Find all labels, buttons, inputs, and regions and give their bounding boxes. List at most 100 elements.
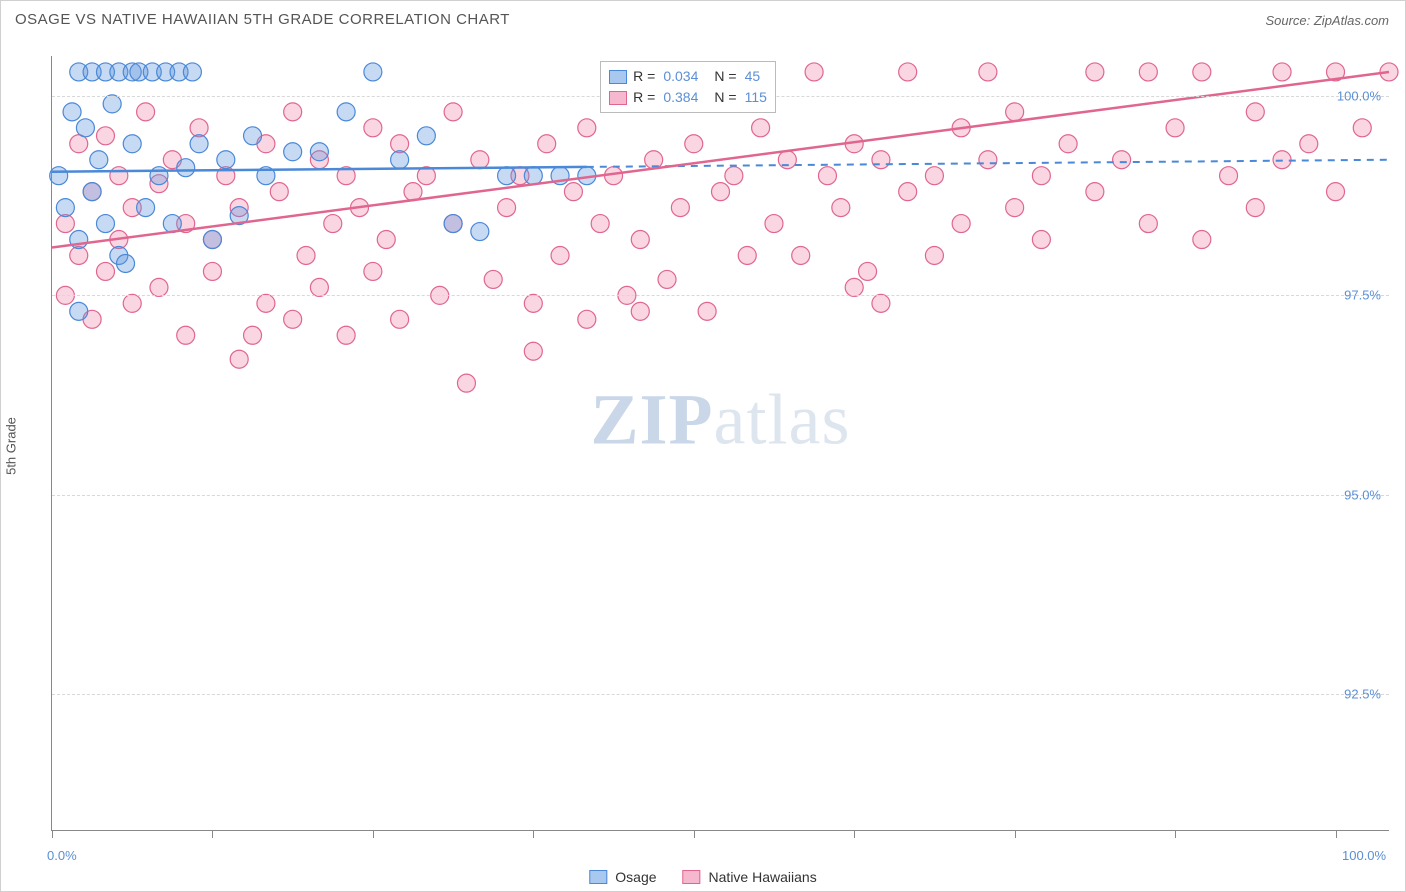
data-point <box>1246 199 1264 217</box>
data-point <box>925 246 943 264</box>
data-point <box>63 103 81 121</box>
y-tick-label: 95.0% <box>1344 487 1381 502</box>
data-point <box>110 167 128 185</box>
data-point <box>150 167 168 185</box>
swatch-icon <box>609 70 627 84</box>
data-point <box>578 119 596 137</box>
data-point <box>1006 103 1024 121</box>
swatch-osage <box>589 870 607 884</box>
gridline-h <box>52 295 1389 296</box>
data-point <box>90 151 108 169</box>
data-point <box>725 167 743 185</box>
x-tick <box>1175 830 1176 838</box>
stat-r-label: R = <box>633 87 655 108</box>
data-point <box>1139 63 1157 81</box>
data-point <box>50 167 68 185</box>
data-point <box>671 199 689 217</box>
data-point <box>685 135 703 153</box>
data-point <box>83 183 101 201</box>
data-point <box>899 63 917 81</box>
y-axis-label: 5th Grade <box>4 417 19 475</box>
data-point <box>1166 119 1184 137</box>
data-point <box>631 302 649 320</box>
data-point <box>1220 167 1238 185</box>
data-point <box>752 119 770 137</box>
data-point <box>137 199 155 217</box>
data-point <box>818 167 836 185</box>
data-point <box>471 223 489 241</box>
data-point <box>805 63 823 81</box>
data-point <box>498 167 516 185</box>
data-point <box>471 151 489 169</box>
stat-r-value: 0.034 <box>663 66 698 87</box>
data-point <box>244 127 262 145</box>
data-point <box>1139 215 1157 233</box>
data-point <box>70 246 88 264</box>
data-point <box>1113 151 1131 169</box>
x-tick <box>373 830 374 838</box>
data-point <box>1059 135 1077 153</box>
data-point <box>899 183 917 201</box>
data-point <box>391 135 409 153</box>
data-point <box>56 215 74 233</box>
data-point <box>738 246 756 264</box>
data-point <box>1300 135 1318 153</box>
data-point <box>952 215 970 233</box>
y-tick-label: 97.5% <box>1344 288 1381 303</box>
swatch-icon <box>609 91 627 105</box>
x-tick <box>1015 830 1016 838</box>
chart-title: OSAGE VS NATIVE HAWAIIAN 5TH GRADE CORRE… <box>15 11 510 28</box>
data-point <box>377 231 395 249</box>
data-point <box>1246 103 1264 121</box>
data-point <box>712 183 730 201</box>
data-point <box>337 326 355 344</box>
data-point <box>183 63 201 81</box>
data-point <box>70 302 88 320</box>
data-point <box>364 262 382 280</box>
data-point <box>103 95 121 113</box>
data-point <box>832 199 850 217</box>
stat-r-value: 0.384 <box>663 87 698 108</box>
data-point <box>498 199 516 217</box>
data-point <box>524 342 542 360</box>
data-point <box>484 270 502 288</box>
data-point <box>284 103 302 121</box>
legend-bottom: Osage Native Hawaiians <box>589 869 816 885</box>
data-point <box>1193 231 1211 249</box>
plot-area: ZIPatlas 92.5%95.0%97.5%100.0%R =0.034N … <box>51 56 1389 831</box>
data-point <box>404 183 422 201</box>
data-point <box>364 119 382 137</box>
data-point <box>859 262 877 280</box>
data-point <box>1032 167 1050 185</box>
swatch-hawaiians <box>683 870 701 884</box>
data-point <box>1353 119 1371 137</box>
data-point <box>1273 63 1291 81</box>
data-point <box>190 135 208 153</box>
data-point <box>591 215 609 233</box>
stat-r-label: R = <box>633 66 655 87</box>
data-point <box>1006 199 1024 217</box>
data-point <box>96 262 114 280</box>
x-axis-label-left: 0.0% <box>47 848 77 863</box>
stat-n-label: N = <box>714 66 736 87</box>
y-tick-label: 92.5% <box>1344 687 1381 702</box>
data-point <box>524 294 542 312</box>
stat-n-label: N = <box>714 87 736 108</box>
data-point <box>698 302 716 320</box>
data-point <box>177 159 195 177</box>
data-point <box>324 215 342 233</box>
x-tick <box>52 830 53 838</box>
x-tick <box>854 830 855 838</box>
data-point <box>310 143 328 161</box>
data-point <box>1086 183 1104 201</box>
data-point <box>137 103 155 121</box>
data-point <box>524 167 542 185</box>
data-point <box>845 278 863 296</box>
stat-n-value: 45 <box>745 66 761 87</box>
data-point <box>1193 63 1211 81</box>
data-point <box>1327 183 1345 201</box>
data-point <box>96 215 114 233</box>
gridline-h <box>52 495 1389 496</box>
data-point <box>76 119 94 137</box>
data-point <box>257 294 275 312</box>
